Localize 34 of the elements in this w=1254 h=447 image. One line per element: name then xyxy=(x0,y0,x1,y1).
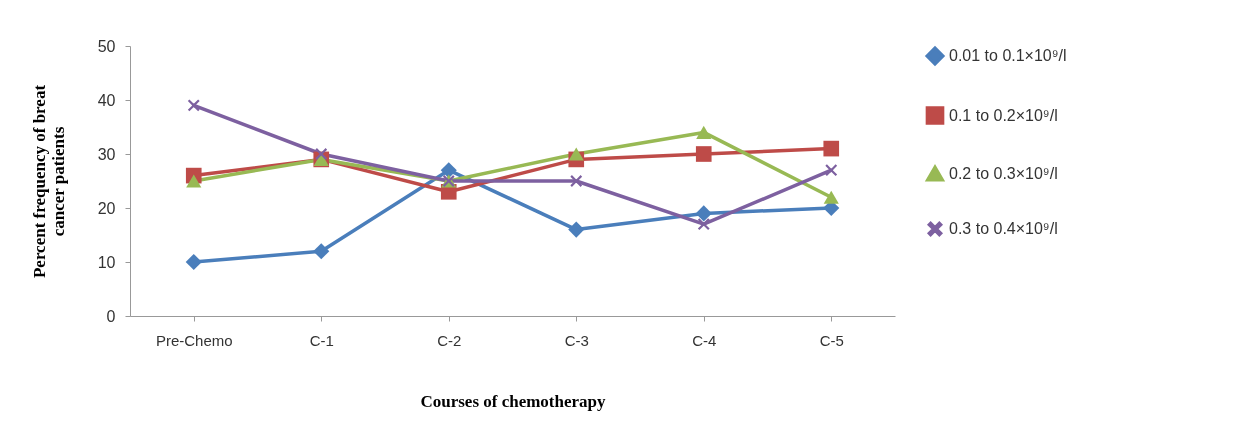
legend-label: 0.2 to 0.3×10⁹/l xyxy=(949,164,1058,182)
y-tick-label: 40 xyxy=(97,91,116,109)
x-tick-label: C-5 xyxy=(819,331,844,349)
point xyxy=(823,140,840,157)
point xyxy=(185,253,202,271)
point xyxy=(823,190,839,204)
point xyxy=(695,205,712,222)
point xyxy=(568,221,585,238)
point xyxy=(695,146,712,162)
point xyxy=(568,147,584,161)
y-tick-label: 20 xyxy=(97,199,116,217)
x-tick-label: C-2 xyxy=(437,331,462,349)
point xyxy=(696,125,712,139)
legend-label: 0.01 to 0.1×10⁹/l xyxy=(949,47,1067,64)
y-tick-label: 30 xyxy=(97,145,116,163)
point xyxy=(186,174,202,188)
point xyxy=(825,164,838,177)
x-tick-label: C-1 xyxy=(309,331,334,349)
x-tick-label: C-3 xyxy=(564,331,589,349)
point xyxy=(570,175,583,187)
legend-label: 0.1 to 0.2×10⁹/l xyxy=(949,106,1058,124)
point xyxy=(697,218,710,231)
x-tick-label: Pre-Chemo xyxy=(155,331,233,349)
y-tick-label: 50 xyxy=(97,37,116,55)
y-axis-title: Percent frequency of breat cancer patients xyxy=(29,84,68,279)
point xyxy=(187,99,200,112)
point xyxy=(315,148,328,160)
legend-label: 0.3 to 0.4×10⁹/l xyxy=(949,220,1058,237)
point xyxy=(440,162,457,179)
x-axis-title: Courses of chemotherapy xyxy=(420,391,607,411)
point xyxy=(313,243,330,260)
y-tick-label: 10 xyxy=(97,253,116,271)
x-tick-label: C-4 xyxy=(692,331,717,349)
y-tick-label: 0 xyxy=(106,307,116,325)
